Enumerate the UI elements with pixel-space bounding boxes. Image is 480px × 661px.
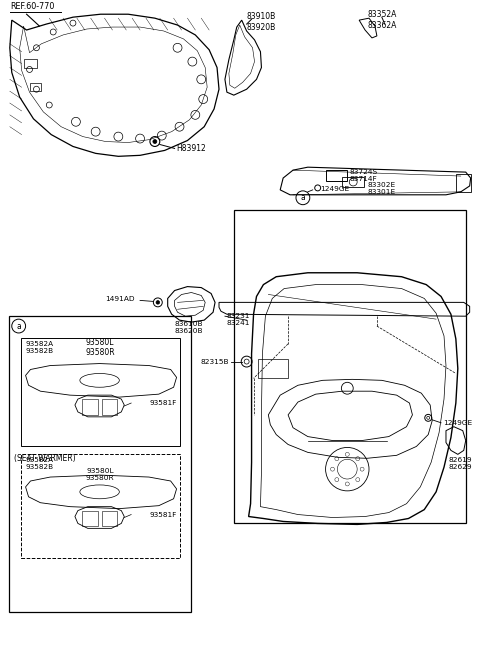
Bar — [456, 174, 471, 192]
Bar — [9, 316, 192, 612]
Text: 1249GE: 1249GE — [443, 420, 472, 426]
Text: 93580L
93580R: 93580L 93580R — [85, 338, 115, 358]
Text: 93580L
93580R: 93580L 93580R — [86, 468, 114, 481]
Text: 93582A
93582B: 93582A 93582B — [25, 457, 54, 471]
Text: a: a — [16, 321, 21, 330]
Text: 82619
82629: 82619 82629 — [449, 457, 473, 471]
Text: 83724S
83714F: 83724S 83714F — [349, 169, 377, 182]
Text: 82315B: 82315B — [200, 358, 229, 365]
Bar — [24, 59, 37, 67]
Bar — [234, 210, 466, 524]
Text: 83610B
83620B: 83610B 83620B — [175, 321, 203, 334]
Bar — [342, 177, 364, 187]
Text: 83352A
83362A: 83352A 83362A — [367, 11, 396, 30]
Bar — [258, 359, 288, 378]
Text: 83910B
83920B: 83910B 83920B — [247, 13, 276, 32]
Text: 93581F: 93581F — [149, 512, 177, 518]
Bar — [102, 510, 118, 526]
Bar — [21, 454, 180, 558]
Bar — [325, 170, 348, 181]
Bar — [82, 399, 97, 415]
Text: H83912: H83912 — [177, 144, 206, 153]
Circle shape — [156, 301, 159, 304]
Text: 93582A
93582B: 93582A 93582B — [25, 341, 54, 354]
Text: 1249GE: 1249GE — [321, 186, 350, 192]
Bar — [21, 338, 180, 446]
Text: REF.60-770: REF.60-770 — [10, 2, 54, 11]
Text: (SEAT WARMER): (SEAT WARMER) — [14, 454, 75, 463]
Bar — [30, 83, 41, 91]
Text: 93581F: 93581F — [149, 400, 177, 406]
Text: 1491AD: 1491AD — [106, 296, 135, 303]
Bar — [102, 399, 118, 415]
Circle shape — [153, 139, 157, 143]
Text: 83302E
83301E: 83302E 83301E — [367, 182, 395, 196]
Bar — [82, 510, 97, 526]
Text: a: a — [300, 193, 305, 202]
Text: 83231
83241: 83231 83241 — [227, 313, 251, 326]
